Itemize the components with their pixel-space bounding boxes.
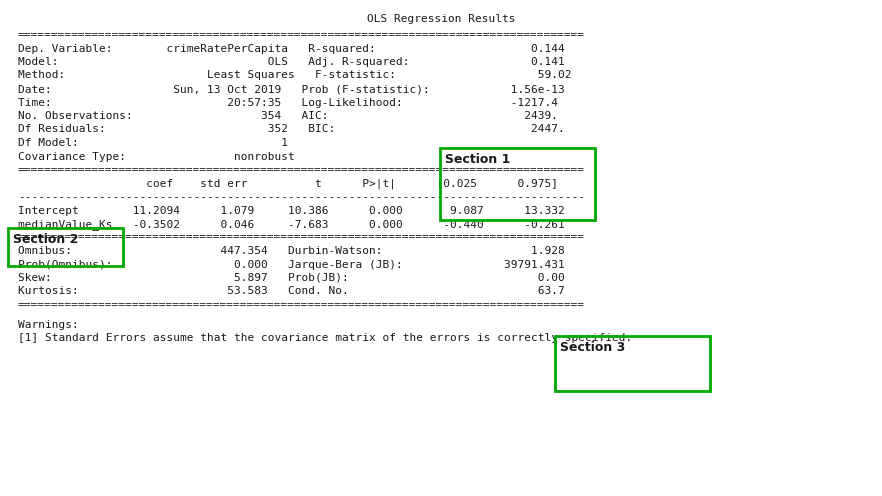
Text: coef    std err          t      P>|t|      [0.025      0.975]: coef std err t P>|t| [0.025 0.975] (18, 179, 558, 189)
Text: Section 2: Section 2 (13, 233, 78, 246)
Text: --------------------------------------------------------------------------------: ----------------------------------------… (18, 192, 585, 202)
Text: ================================================================================: ========================================… (18, 300, 585, 310)
Bar (440, 148, 595, 220)
Text: ================================================================================: ========================================… (18, 233, 585, 243)
Bar (8, 228, 123, 266)
Text: Dep. Variable:        crimeRatePerCapita   R-squared:                       0.14: Dep. Variable: crimeRatePerCapita R-squa… (18, 44, 564, 54)
Text: Omnibus:                      447.354   Durbin-Watson:                      1.92: Omnibus: 447.354 Durbin-Watson: 1.92 (18, 246, 564, 256)
Bar (555, 336, 710, 391)
Text: medianValue_Ks   -0.3502      0.046     -7.683      0.000      -0.440      -0.26: medianValue_Ks -0.3502 0.046 -7.683 0.00… (18, 219, 564, 230)
Text: Section 1: Section 1 (445, 153, 511, 166)
Text: Method:                     Least Squares   F-statistic:                     59.: Method: Least Squares F-statistic: 59. (18, 70, 572, 80)
Text: Section 3: Section 3 (560, 341, 625, 354)
Text: Covariance Type:                nonrobust: Covariance Type: nonrobust (18, 151, 564, 162)
Text: Time:                          20:57:35   Log-Likelihood:                -1217.4: Time: 20:57:35 Log-Likelihood: -1217.4 (18, 98, 558, 108)
Text: Prob(Omnibus):                  0.000   Jarque-Bera (JB):               39791.43: Prob(Omnibus): 0.000 Jarque-Bera (JB): 3… (18, 259, 564, 269)
Text: No. Observations:                   354   AIC:                             2439.: No. Observations: 354 AIC: 2439. (18, 111, 558, 121)
Text: Model:                               OLS   Adj. R-squared:                  0.14: Model: OLS Adj. R-squared: 0.14 (18, 57, 564, 67)
Text: Kurtosis:                      53.583   Cond. No.                            63.: Kurtosis: 53.583 Cond. No. 63. (18, 287, 564, 297)
Text: Date:                  Sun, 13 Oct 2019   Prob (F-statistic):            1.56e-1: Date: Sun, 13 Oct 2019 Prob (F-statistic… (18, 84, 564, 94)
Text: Skew:                           5.897   Prob(JB):                            0.0: Skew: 5.897 Prob(JB): 0.0 (18, 273, 564, 283)
Text: Warnings:: Warnings: (18, 319, 78, 329)
Text: ================================================================================: ========================================… (18, 165, 585, 175)
Text: ================================================================================: ========================================… (18, 30, 585, 40)
Text: OLS Regression Results: OLS Regression Results (367, 14, 515, 24)
Text: [1] Standard Errors assume that the covariance matrix of the errors is correctly: [1] Standard Errors assume that the cova… (18, 333, 632, 343)
Text: Df Model:                              1: Df Model: 1 (18, 138, 564, 148)
Text: Df Residuals:                        352   BIC:                             2447: Df Residuals: 352 BIC: 2447 (18, 124, 564, 134)
Text: Intercept        11.2094      1.079     10.386      0.000       9.087      13.33: Intercept 11.2094 1.079 10.386 0.000 9.0… (18, 205, 564, 215)
